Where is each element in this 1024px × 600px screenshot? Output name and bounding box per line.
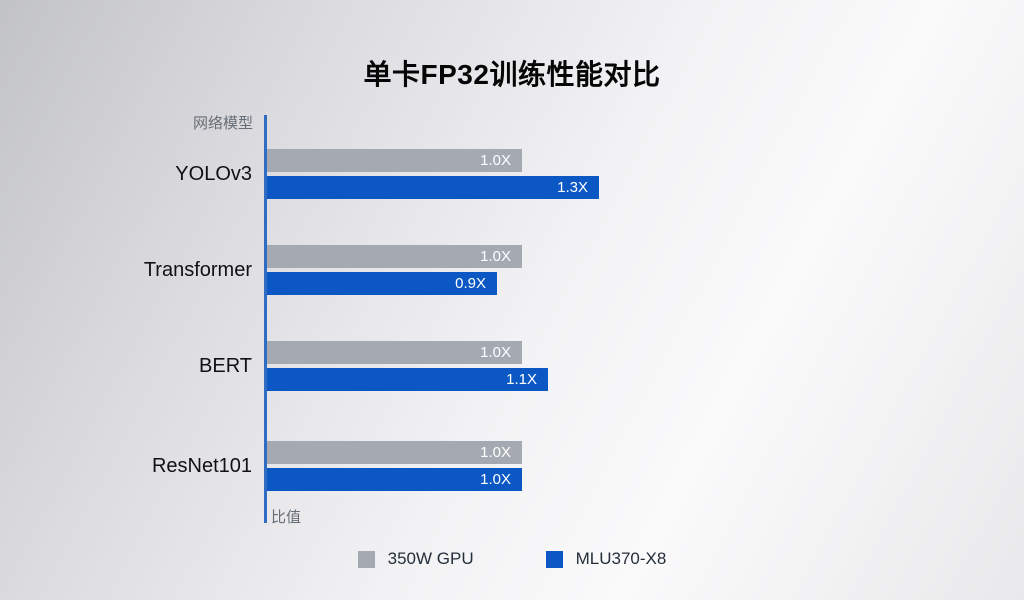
- legend-label: 350W GPU: [387, 549, 474, 568]
- bar-group-yolov3: YOLOv3 1.0X 1.3X: [0, 149, 1024, 199]
- bar-value-label: 1.1X: [506, 371, 537, 388]
- bar-mlu370-x8: 1.3X: [267, 176, 599, 199]
- category-label: ResNet101: [151, 454, 252, 477]
- category-label: Transformer: [143, 258, 252, 281]
- category-label: YOLOv3: [175, 162, 252, 185]
- bar-350w-gpu: 1.0X: [267, 245, 522, 268]
- legend-label: MLU370-X8: [575, 549, 667, 568]
- bar-mlu370-x8: 0.9X: [267, 272, 497, 295]
- bar-group-resnet101: ResNet101 1.0X 1.0X: [0, 441, 1024, 491]
- legend: 350W GPU MLU370-X8: [0, 549, 1024, 569]
- bar-mlu370-x8: 1.1X: [267, 368, 548, 391]
- bar-value-label: 1.0X: [480, 152, 511, 169]
- bar-mlu370-x8: 1.0X: [267, 468, 522, 491]
- category-label: BERT: [199, 354, 252, 377]
- bar-group-transformer: Transformer 1.0X 0.9X: [0, 245, 1024, 295]
- bar-value-label: 1.0X: [480, 471, 511, 488]
- category-axis-title: 网络模型: [193, 115, 254, 132]
- bar-350w-gpu: 1.0X: [267, 341, 522, 364]
- bar-value-label: 1.0X: [480, 444, 511, 461]
- bar-350w-gpu: 1.0X: [267, 149, 522, 172]
- bar-value-label: 1.0X: [480, 248, 511, 265]
- legend-item-mlu370-x8: MLU370-X8: [545, 549, 667, 569]
- legend-item-350w-gpu: 350W GPU: [357, 549, 474, 569]
- bar-value-label: 1.3X: [557, 179, 588, 196]
- value-axis-title: 比值: [271, 509, 302, 526]
- y-axis-line: [264, 115, 267, 523]
- bar-350w-gpu: 1.0X: [267, 441, 522, 464]
- legend-swatch: [357, 550, 375, 568]
- bar-value-label: 1.0X: [480, 344, 511, 361]
- bar-value-label: 0.9X: [455, 275, 486, 292]
- bar-group-bert: BERT 1.0X 1.1X: [0, 341, 1024, 391]
- legend-swatch: [545, 550, 563, 568]
- chart-title: 单卡FP32训练性能对比: [363, 59, 661, 90]
